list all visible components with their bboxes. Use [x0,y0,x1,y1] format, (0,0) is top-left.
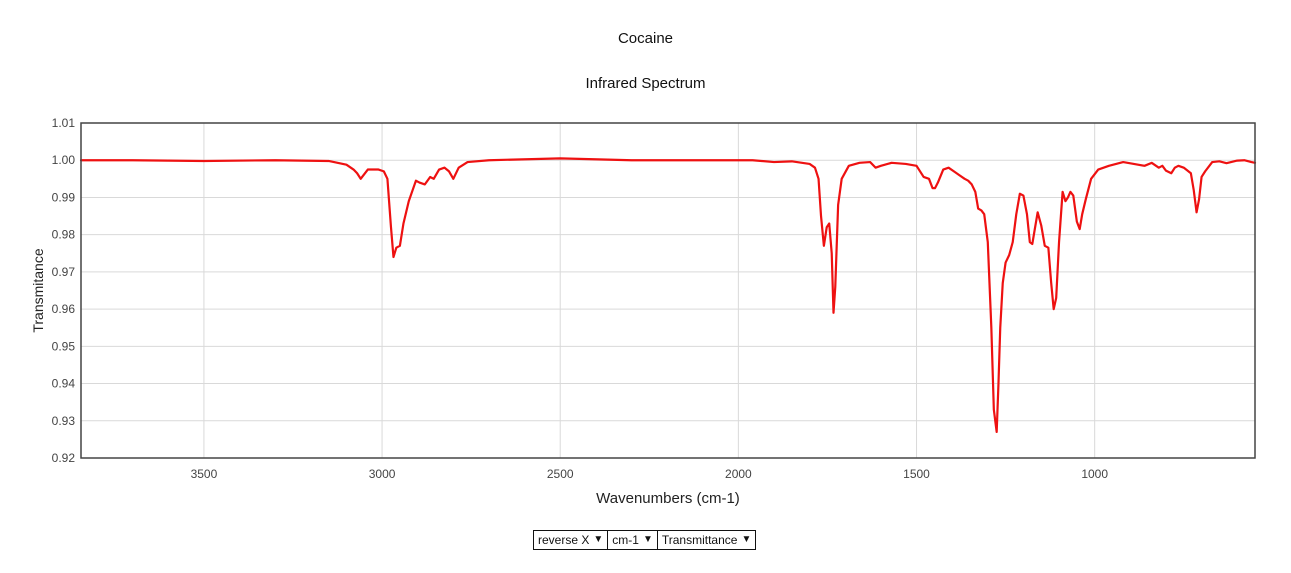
x-tick-label: 3500 [191,467,218,481]
y-tick-label: 0.99 [52,190,76,204]
reverse-x-dropdown[interactable]: reverse X ▼ [533,530,609,550]
y-tick-label: 0.98 [52,228,76,242]
x-axis-label: Wavenumbers (cm-1) [596,490,740,507]
x-tick-label: 2500 [547,467,574,481]
unit-dropdown[interactable]: cm-1 ▼ [607,530,658,550]
y-tick-label: 1.01 [52,116,76,130]
mode-dropdown[interactable]: Transmittance ▼ [656,530,757,550]
dropdown-arrow-icon: ▼ [741,534,752,545]
y-tick-label: 0.92 [52,451,76,465]
tick-layer: 3500 3000 2500 2000 1500 1000 0.92 0.93 0.94 0.95… [52,116,1109,481]
chart-subtitle: Infrared Spectrum [585,75,706,92]
spectrum-line [79,157,1257,434]
dropdown-arrow-icon: ▼ [593,534,604,545]
y-tick-label: 0.96 [52,302,76,316]
chart-title: Cocaine [617,30,674,47]
x-tick-label: 2000 [725,467,752,481]
y-axis-label: Transmitance [30,248,46,333]
plot-frame [80,122,1256,459]
y-tick-label: 1.00 [52,153,76,167]
x-tick-label: 1500 [903,467,930,481]
x-tick-label: 1000 [1081,467,1108,481]
spectrum-controls: reverse X ▼ cm-1 ▼ Transmittance ▼ [533,530,757,550]
grid-layer [81,122,1255,459]
dropdown-arrow-icon: ▼ [642,534,653,545]
y-tick-label: 0.95 [52,339,76,353]
unit-label: cm-1 [612,533,639,547]
y-tick-label: 0.94 [52,377,76,391]
mode-label: Transmittance [661,533,738,547]
x-tick-label: 3000 [369,467,396,481]
y-tick-label: 0.93 [52,414,76,428]
series-layer [79,157,1257,434]
y-tick-label: 0.97 [52,265,76,279]
reverse-x-label: reverse X [538,533,590,547]
